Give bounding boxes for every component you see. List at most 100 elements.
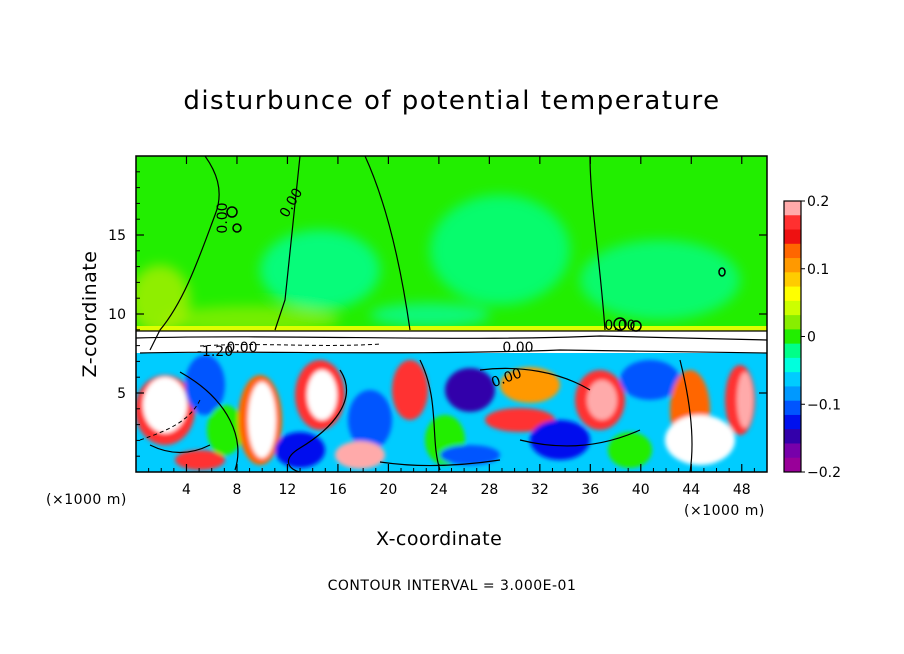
x-tick-label: 36	[581, 482, 599, 498]
colorbar-tick-label: 0.2	[807, 194, 829, 210]
x-tick-label: 44	[682, 482, 700, 498]
contour-loop	[613, 317, 627, 331]
contour-line	[149, 156, 220, 351]
x-tick-label: 4	[182, 482, 191, 498]
white-eddy	[665, 415, 735, 465]
colorbar-swatch	[784, 343, 801, 359]
warm-eddy	[587, 380, 617, 420]
contour-line	[287, 369, 347, 472]
y-axis-unit: (×1000 m)	[46, 492, 127, 508]
x-tick-label: 12	[279, 482, 297, 498]
green-eddy	[608, 432, 652, 468]
warm-eddy	[485, 408, 555, 432]
colorbar-swatch	[784, 215, 801, 231]
contour-label: 0.00	[215, 202, 231, 233]
contour-label: 0.00	[502, 340, 533, 356]
colorbar-swatch	[784, 201, 801, 216]
colorbar-tick-label: −0.2	[807, 465, 841, 481]
colorbar-swatch	[784, 443, 801, 459]
contour-line	[274, 156, 301, 331]
colorbar-tick-label: 0	[807, 330, 816, 346]
colorbar-swatch	[784, 329, 801, 345]
colorbar-swatch	[784, 243, 801, 259]
contour-loop	[718, 267, 726, 277]
colorbar-tick-label: 0.1	[807, 262, 829, 278]
warm-eddy	[500, 367, 560, 403]
colorbar-swatch	[784, 372, 801, 387]
upper-cyan-patch	[430, 195, 570, 305]
cool-eddy	[348, 390, 392, 450]
warm-eddy	[307, 370, 337, 420]
x-tick-label: 32	[531, 482, 549, 498]
x-axis-unit: (×1000 m)	[684, 503, 765, 519]
upper-cyan-patch	[260, 230, 380, 310]
cool-eddy	[530, 420, 590, 460]
colorbar-swatch	[784, 357, 801, 373]
contour-line	[519, 429, 641, 447]
warm-eddy	[737, 372, 753, 428]
x-axis: 4 8 12 16 20 24 28 32 36 40 44 48	[148, 156, 755, 498]
green-eddy	[207, 405, 243, 455]
cool-eddy	[275, 432, 325, 468]
contour-loop	[232, 223, 242, 233]
colorbar-swatch	[784, 414, 801, 430]
contour-line	[136, 335, 767, 341]
colorbar: 0.2 0.1 0 −0.1 −0.2	[783, 194, 841, 481]
colorbar-swatch	[784, 258, 801, 273]
contour-line	[179, 371, 239, 471]
colorbar-swatch	[784, 286, 801, 302]
contour-line	[379, 459, 501, 467]
cool-eddy	[620, 360, 680, 400]
colorbar-swatch	[784, 272, 801, 288]
contour-line	[679, 359, 693, 472]
colorbar-swatch	[784, 315, 801, 330]
warm-eddy	[143, 377, 187, 433]
heatmap-field	[136, 156, 767, 472]
cool-eddy	[440, 445, 500, 465]
y-tick-label: 15	[108, 228, 126, 244]
x-tick-label: 40	[632, 482, 650, 498]
contour-line-negative	[199, 343, 381, 347]
colorbar-swatch	[784, 386, 801, 402]
colorbar-swatch	[784, 400, 801, 416]
inversion-yellow-band	[136, 326, 767, 331]
x-tick-label: 48	[733, 482, 751, 498]
cool-eddy	[185, 355, 225, 415]
cool-eddy	[445, 368, 495, 412]
x-axis-label: X-coordinate	[376, 528, 503, 550]
contour-loop	[226, 206, 238, 218]
y-axis-label: Z-coordinate	[79, 250, 101, 378]
contour-label: 0.00	[604, 318, 635, 334]
contour-line	[419, 359, 441, 471]
warm-eddy	[248, 382, 276, 458]
warm-eddy	[392, 360, 428, 420]
x-tick-label: 20	[379, 482, 397, 498]
contour-line	[139, 349, 767, 354]
colorbar-swatch	[784, 457, 801, 473]
chart-title: disturbunce of potential temperature	[183, 86, 721, 116]
contour-interval-note: CONTOUR INTERVAL = 3.000E-01	[327, 578, 577, 594]
x-tick-label: 24	[430, 482, 448, 498]
x-tick-label: 28	[480, 482, 498, 498]
warm-eddy	[175, 450, 225, 470]
contour-label: 0.00	[226, 340, 257, 356]
colorbar-swatch	[784, 429, 801, 444]
upper-cyan-patch	[370, 303, 490, 327]
contour-loop	[630, 320, 642, 332]
y-tick-label: 5	[117, 386, 126, 402]
colorbar-swatch	[784, 229, 801, 245]
y-tick-label: 10	[108, 307, 126, 323]
contour-line	[479, 367, 591, 391]
warm-eddy	[335, 441, 385, 469]
x-tick-label: 8	[232, 482, 241, 498]
contour-line	[149, 444, 211, 454]
upper-cyan-patch	[580, 240, 740, 320]
x-tick-label: 16	[329, 482, 347, 498]
contour-label: -1.20	[197, 344, 233, 360]
contour-line	[364, 156, 411, 331]
contour-line-negative	[139, 399, 201, 441]
colorbar-tick-label: −0.1	[807, 397, 841, 413]
y-axis: 5 10 15	[108, 171, 767, 457]
contour-line	[589, 156, 606, 331]
